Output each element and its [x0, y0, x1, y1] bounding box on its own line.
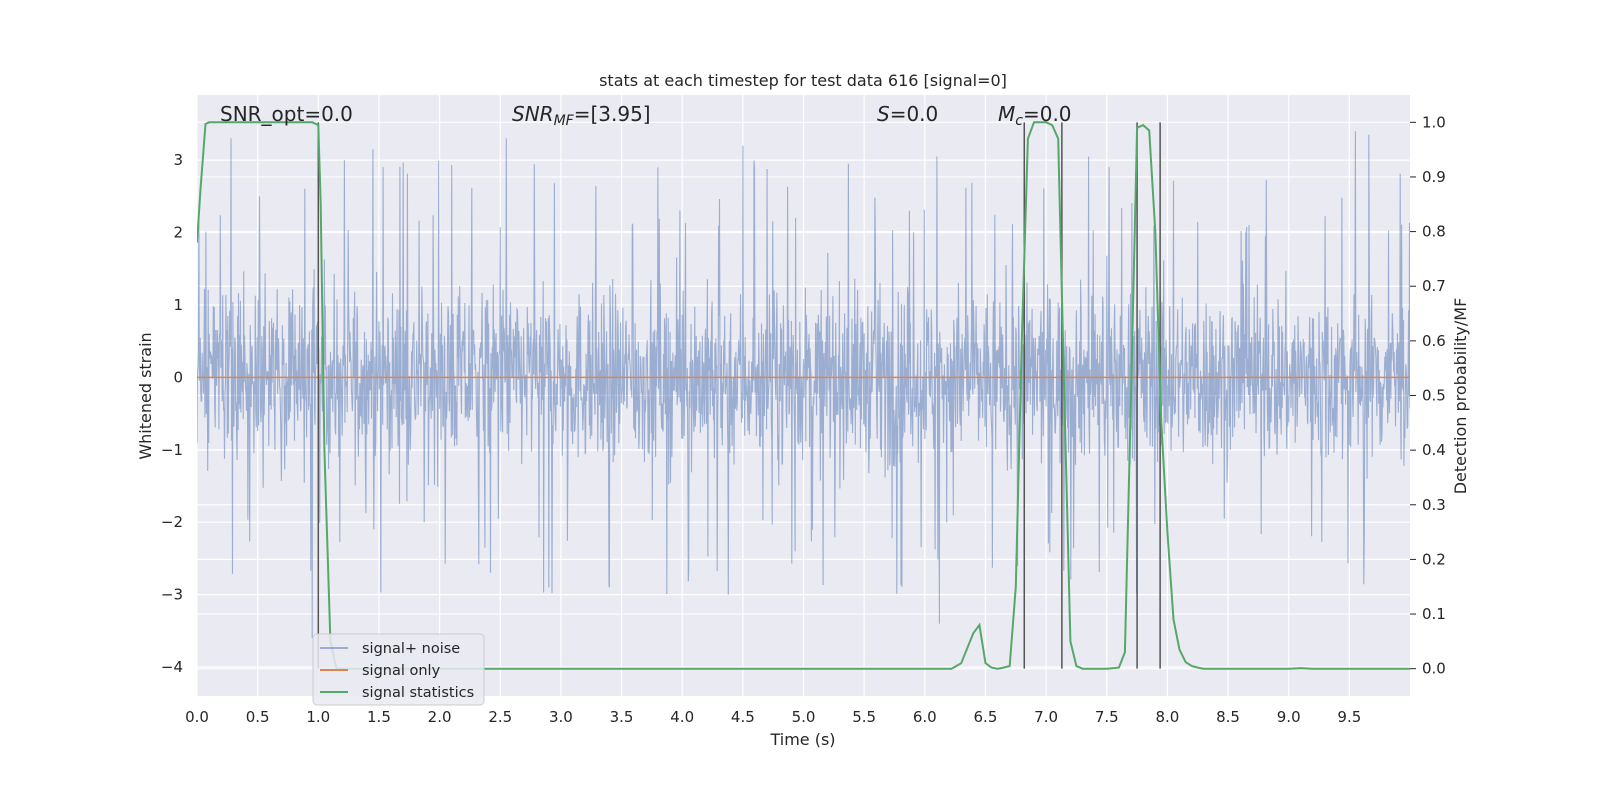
y-right-tick-label: 0.4	[1422, 441, 1446, 459]
series-signal-statistics	[197, 121, 1410, 670]
y-right-tick-label: 0.5	[1422, 387, 1446, 405]
legend-label: signal+ noise	[362, 641, 460, 657]
x-tick-label: 0.5	[246, 708, 270, 726]
y-right-axis-label: Detection probability/MF	[1451, 298, 1470, 495]
plot-area	[197, 121, 1410, 670]
x-tick-label: 8.5	[1216, 708, 1240, 726]
y-right-tick-label: 0.9	[1422, 168, 1446, 186]
x-axis-label: Time (s)	[769, 730, 835, 749]
x-tick-label: 5.5	[852, 708, 876, 726]
y-right-tick-label: 0.1	[1422, 605, 1446, 623]
legend-label: signal only	[362, 663, 441, 679]
y-left-axis-label: Whitened strain	[136, 332, 155, 459]
y-left-tick-label: −3	[161, 586, 183, 604]
y-right-axis-ticks: 1.0 0.9 0.8 0.7 0.6 0.5 0.4 0.3 0.2 0.1 0.0	[1410, 113, 1446, 678]
x-tick-label: 5.0	[792, 708, 816, 726]
x-axis-ticks: 0.0 0.5 1.0 1.5 2.0 2.5 3.0 3.5 4.0 4.5 5.0 5.5 6.0 6…	[185, 708, 1361, 726]
x-tick-label: 8.0	[1155, 708, 1179, 726]
series-signal-noise	[197, 131, 1410, 639]
x-tick-label: 4.5	[731, 708, 755, 726]
x-tick-label: 3.0	[549, 708, 573, 726]
x-tick-label: 9.5	[1337, 708, 1361, 726]
y-right-tick-label: 0.2	[1422, 550, 1446, 568]
x-tick-label: 2.0	[428, 708, 452, 726]
x-tick-label: 7.5	[1095, 708, 1119, 726]
x-tick-label: 1.5	[367, 708, 391, 726]
y-right-tick-label: 1.0	[1422, 113, 1446, 131]
x-tick-label: 2.5	[488, 708, 512, 726]
y-left-tick-label: −4	[161, 658, 183, 676]
annotation-s: S=0.0	[877, 102, 938, 126]
x-tick-label: 6.0	[913, 708, 937, 726]
y-left-axis-ticks: 3 2 1 0 −1 −2 −3 −4	[161, 151, 183, 676]
annotation-snr_mf: SNRMF=[3.95]	[512, 102, 651, 129]
x-tick-label: 6.5	[974, 708, 998, 726]
y-left-tick-label: 0	[173, 368, 183, 386]
y-right-tick-label: 0.0	[1422, 660, 1446, 678]
y-left-tick-label: 2	[173, 224, 183, 242]
annotations: SNR_opt=0.0 SNRMF=[3.95] S=0.0 Mc=0.0	[220, 102, 1072, 129]
legend-box	[312, 633, 485, 706]
x-tick-label: 0.0	[185, 708, 209, 726]
annotation-mc: Mc=0.0	[998, 102, 1072, 129]
x-tick-label: 3.5	[610, 708, 634, 726]
y-left-tick-label: 1	[173, 296, 183, 314]
x-tick-label: 7.0	[1034, 708, 1058, 726]
x-tick-label: 1.0	[306, 708, 330, 726]
vertical-markers	[317, 122, 1161, 669]
x-tick-label: 4.0	[670, 708, 694, 726]
y-right-tick-label: 0.6	[1422, 332, 1446, 350]
y-left-tick-label: −2	[161, 513, 183, 531]
y-right-tick-label: 0.7	[1422, 277, 1446, 295]
y-right-tick-label: 0.3	[1422, 496, 1446, 514]
legend: signal+ noise signal only signal statistic…	[312, 633, 485, 706]
signal-noise-line	[197, 131, 1410, 639]
annotation-snr_opt: SNR_opt=0.0	[220, 102, 353, 126]
y-left-tick-label: −1	[161, 441, 183, 459]
x-tick-label: 9.0	[1277, 708, 1301, 726]
y-right-tick-label: 0.8	[1422, 223, 1446, 241]
chart-title: stats at each timestep for test data 616…	[599, 71, 1007, 90]
legend-label: signal statistics	[362, 685, 474, 701]
y-left-tick-label: 3	[173, 151, 183, 169]
signal-statistics-line	[197, 121, 1410, 670]
